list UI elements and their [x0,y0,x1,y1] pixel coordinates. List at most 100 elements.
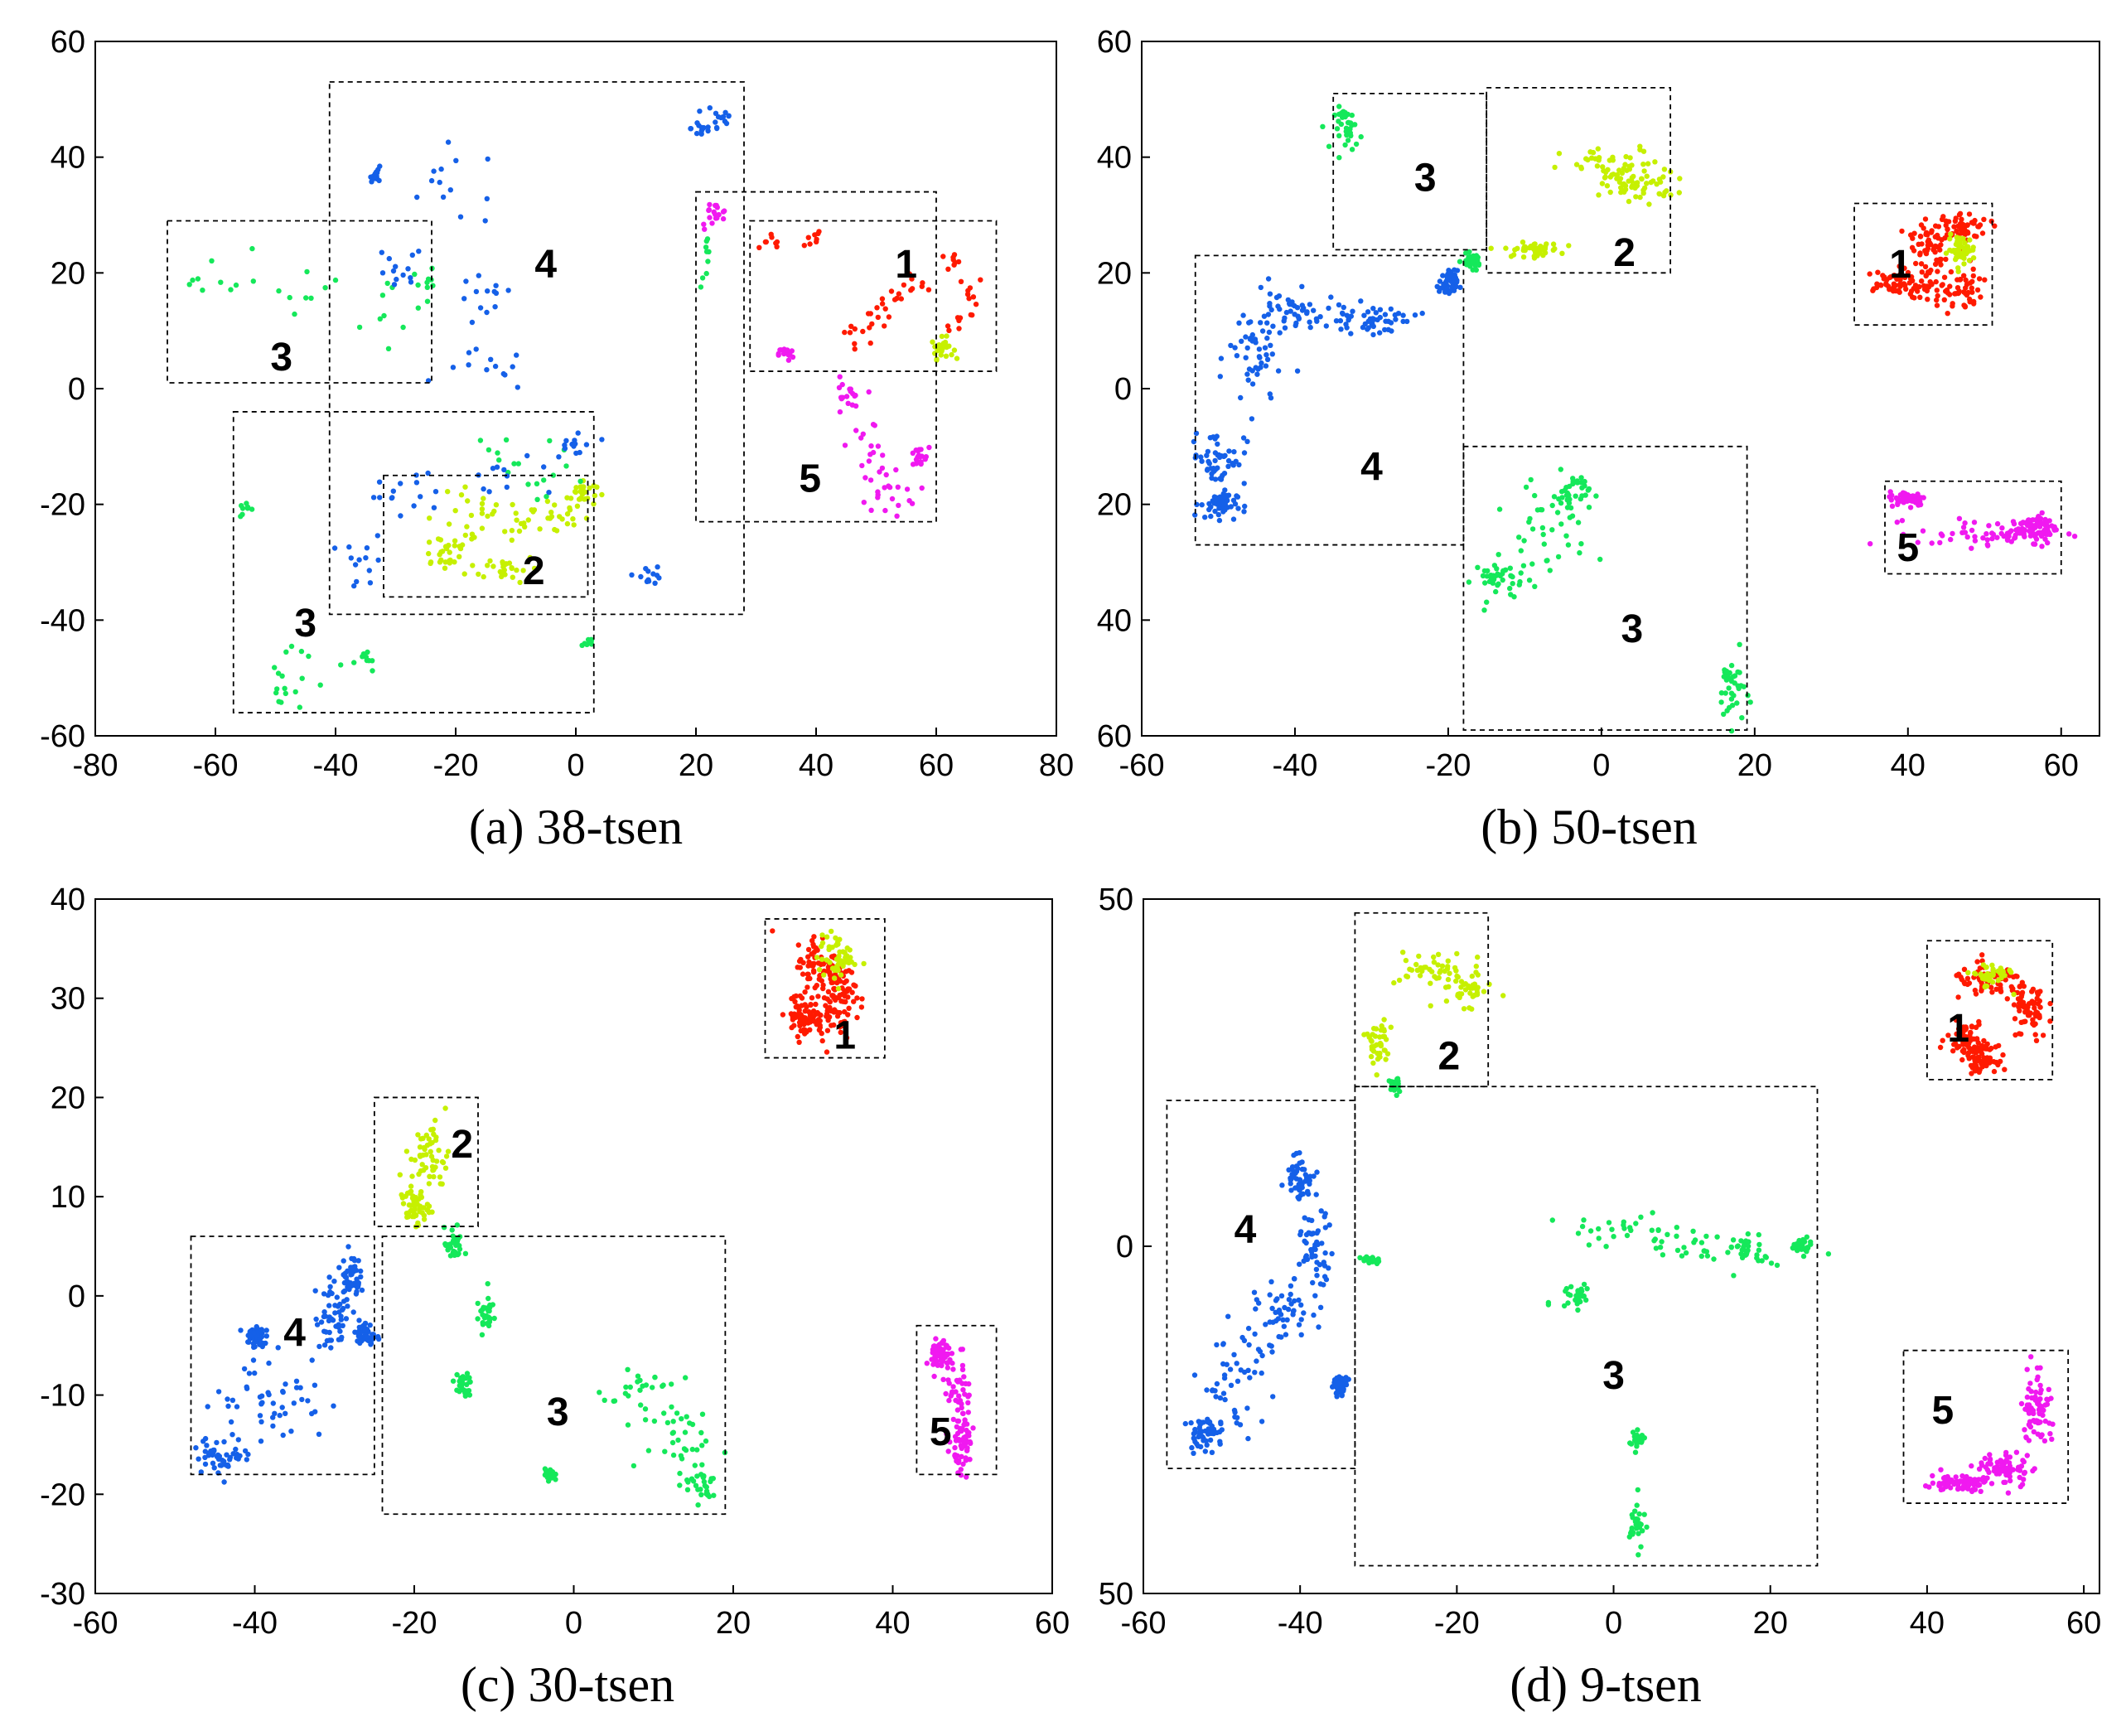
point-p3-c3-b2-47 [1297,1261,1302,1267]
point-p2-c3-b1-5 [230,1432,235,1438]
point-p0-c4-b0-8 [701,221,707,227]
point-p0-c0-b4-0 [909,276,915,282]
point-p3-c0-b0-60 [2004,996,2010,1002]
point-p1-c3-b0-29 [1243,334,1249,340]
point-p1-c3-b1-45 [1267,291,1273,297]
point-p1-c3-b4-19 [1234,493,1239,499]
point-p0-c3-b8-10 [572,438,577,443]
point-p3-c3-b0-32 [1252,1370,1258,1376]
point-p3-c3-b1-20 [1281,1323,1288,1329]
point-p3-c2-b5-25 [1644,1524,1650,1530]
point-p1-c3-b4-36 [1208,504,1214,510]
point-p0-c2-b7-2 [370,668,375,674]
point-p0-c0-b4-3 [908,288,914,293]
point-p2-c4-b0-6 [945,1448,951,1454]
point-p3-c0-b2-62 [1963,1025,1969,1032]
point-p3-c2-b0-20 [1621,1222,1626,1228]
point-p3-c3-b4-41 [1206,1426,1211,1432]
point-p3-c0-b2-64 [1959,1048,1966,1054]
point-p2-c3-b2-10 [318,1319,325,1325]
point-p0-c1-b2-26 [426,539,432,545]
point-p2-c3-b2-24 [343,1316,350,1322]
point-p2-c0-b2-47 [824,1028,831,1033]
point-p1-c2-b5-36 [1470,259,1476,264]
point-p0-c2-b7-5 [351,660,357,665]
point-p1-c4-b0-52 [1962,530,1969,535]
point-p1-c3-b3-17 [1225,463,1231,469]
point-p3-c2-b7-4 [1357,1255,1363,1261]
point-p1-c0-b0-54 [1935,268,1940,274]
point-p0-c1-b4-6 [949,351,954,358]
point-p0-c3-b6-9 [398,481,403,486]
point-p3-c1-b2-32 [1381,1028,1387,1034]
point-p1-c1-b2-24 [1559,250,1565,256]
point-p1-c2-b0-12 [1353,141,1360,147]
point-p1-c3-b0-27 [1259,328,1266,334]
point-p2-c4-b0-9 [955,1418,962,1424]
point-p2-c3-b0-23 [270,1414,276,1420]
point-p1-c2-b1-0 [1518,548,1524,554]
point-p1-c4-b0-33 [1972,534,1978,539]
point-p0-c3-b0-10 [718,114,724,121]
point-p1-c4-b0-58 [2006,533,2012,539]
point-p1-c1-b1-37 [1604,183,1611,189]
point-p2-c0-b0-67 [804,984,810,990]
point-p3-c3-b2-33 [1322,1214,1327,1220]
point-p3-c0-b1-62 [2032,1011,2038,1018]
point-p0-c4-b2-12 [837,409,843,415]
point-p3-c2-b0-11 [1586,1242,1592,1248]
point-p0-c2-b5-2 [541,477,547,483]
point-p1-c3-b1-13 [1326,305,1331,312]
point-p2-c3-b2-45 [345,1303,350,1309]
point-p0-c1-b1-22 [564,511,571,517]
region-box-p1-4 [1194,254,1465,546]
point-p0-c0-b5-7 [954,315,961,321]
point-p3-c3-b3-49 [1297,1183,1303,1190]
point-p2-c3-b2-29 [337,1328,343,1334]
point-p2-c2-b1-25 [681,1446,688,1452]
point-p1-c4-b1-61 [2027,527,2034,533]
point-p3-c3-b1-27 [1278,1334,1284,1340]
point-p0-c1-b0-26 [445,489,451,495]
point-p0-c4-b3-2 [868,507,874,513]
point-p2-c0-b0-34 [805,946,812,953]
region-box-p0-4 [232,411,595,713]
point-p2-c3-b1-1 [193,1445,199,1451]
point-p2-c0-b0-16 [811,934,817,940]
point-p1-c1-b2-40 [1531,241,1537,248]
point-p3-c3-b1-6 [1267,1319,1273,1325]
point-p0-c0-b2-5 [852,341,858,346]
point-p0-c4-b1-13 [860,431,867,437]
point-p0-c4-b0-11 [722,208,727,214]
point-p3-c2-b1-15 [1825,1251,1832,1257]
point-p2-c2-b0-24 [652,1374,658,1381]
point-p1-c1-b3-32 [1966,258,1973,264]
point-p2-c4-b1-22 [934,1350,940,1356]
point-p3-c1-b0-13 [1431,960,1437,965]
point-p3-c2-b4-25 [1639,1433,1645,1439]
point-p1-c4-b2-48 [1907,505,1914,510]
point-p1-c3-b1-29 [1258,320,1264,326]
point-p3-c3-b3-32 [1307,1173,1313,1179]
point-p0-c2-b6-7 [317,682,323,688]
point-p0-c2-b0-4 [190,277,196,283]
point-p3-c1-b0-34 [1407,966,1413,972]
xtick-label-p1-4: 20 [1737,748,1772,783]
point-p2-c3-b2-32 [323,1329,329,1335]
xtick-label-p3-5: 40 [1910,1606,1945,1641]
point-p1-c0-b1-21 [1966,211,1973,217]
point-p3-c4-b1-68 [1988,1461,1993,1467]
point-p0-c3-b2-1 [484,196,490,201]
point-p1-c3-b2-21 [1400,312,1406,318]
point-p0-c2-b11-6 [579,642,585,648]
point-p1-c3-b0-28 [1256,346,1263,352]
point-p1-c3-b5-35 [1437,285,1442,291]
point-p1-c4-b1-47 [2031,541,2037,547]
point-p2-c0-b2-66 [825,1018,831,1023]
point-p2-c2-b2-14 [695,1502,701,1508]
point-p2-c2-b1-8 [703,1438,709,1444]
point-p2-c1-b0-50 [433,1134,439,1140]
point-p2-c3-b3-48 [350,1265,355,1271]
point-p3-c4-b0-25 [2041,1438,2048,1444]
